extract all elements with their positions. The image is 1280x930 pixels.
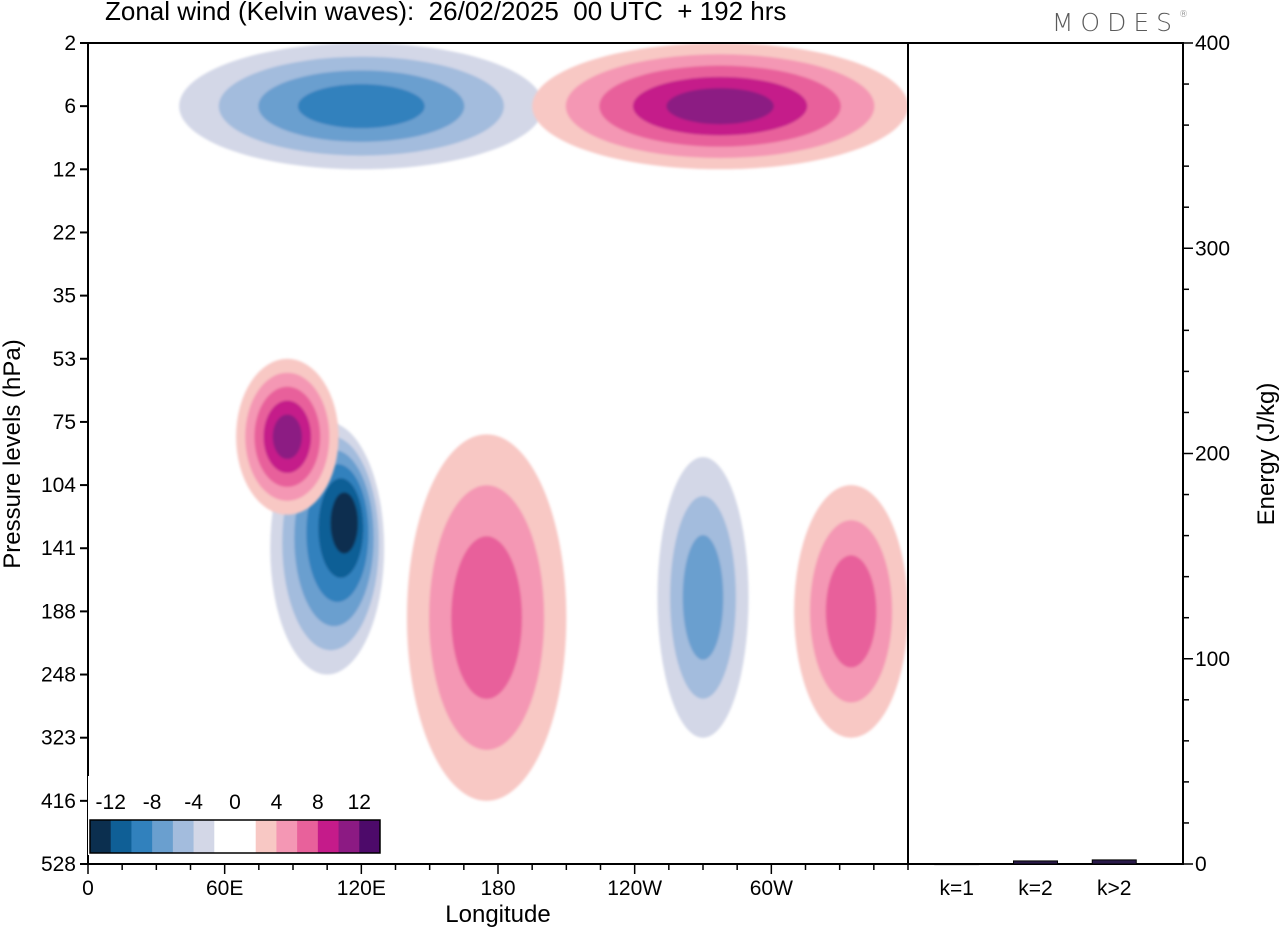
energy-tick-label: 200 [1195,443,1230,466]
colorbar-label: 8 [312,791,324,814]
colorbar-swatch [152,820,174,853]
colorbar-label: -4 [184,791,203,814]
energy-bar [1013,860,1058,865]
colorbar-swatch [359,820,381,853]
pressure-tick-label: 141 [41,537,76,560]
longitude-tick-label: 60W [750,877,793,900]
pressure-tick-label: 2 [64,32,76,55]
wind-anomaly-negative-3 [657,457,749,738]
contour-level-4 [297,84,425,129]
wind-anomaly-positive-1 [236,358,339,515]
pressure-tick-label: 323 [41,727,76,750]
pressure-tick-label: 248 [41,664,76,687]
energy-bar [1091,859,1137,865]
longitude-axis: 0 60E 120E 180 120W 60W [82,864,909,900]
colorbar-swatch [235,820,257,853]
pressure-tick-label: 22 [53,221,76,244]
pressure-tick-label: 528 [41,853,76,876]
y-axis-label: Pressure levels (hPa) [0,339,26,568]
pressure-axis: 2 6 12 22 35 53 75 104 141 188 248 323 416 528 [41,32,88,876]
energy-tick-label: 100 [1195,648,1230,671]
contour-level-3 [682,535,724,660]
colorbar-swatch [193,820,215,853]
pressure-tick-label: 104 [41,474,76,497]
longitude-tick-label: 0 [82,877,94,900]
x-axis-label: Longitude [445,901,550,928]
colorbar-label: 0 [229,791,241,814]
colorbar-label: -8 [143,791,162,814]
energy-category-label: k=1 [940,877,974,900]
chart-title: Zonal wind (Kelvin waves): 26/02/2025 00… [105,0,787,26]
wind-anomaly-positive-6 [532,43,908,170]
pressure-tick-label: 12 [53,158,76,181]
longitude-tick-label: 180 [480,877,515,900]
energy-tick-label: 0 [1195,853,1207,876]
contour-level-5 [666,88,774,125]
colorbar-frame [89,819,381,854]
energy-category-label: k>2 [1097,877,1131,900]
colorbar-label: 4 [271,791,283,814]
pressure-tick-label: 188 [41,600,76,623]
energy-category-label: k=2 [1018,877,1052,900]
contour-level-3 [825,555,877,668]
colorbar-swatch [317,820,340,853]
heatmap-area [179,43,908,801]
colorbar-label: 12 [348,791,371,814]
contour-level-5 [272,414,302,460]
energy-bar-chart: k=1 k=2 k>2 [907,42,1184,900]
pressure-tick-label: 6 [64,95,76,118]
colorbar-swatch [172,820,195,853]
colorbar-swatch [255,820,277,853]
colorbar-swatch [276,820,298,853]
energy-tick-label: 400 [1195,32,1230,55]
longitude-tick-label: 120W [607,877,662,900]
colorbar-swatch [131,820,153,853]
pressure-tick-label: 35 [53,285,76,308]
colorbar-swatch [338,820,360,853]
colorbar-swatch [110,820,132,853]
colorbar-swatch [297,820,319,853]
pressure-tick-label: 53 [53,348,76,371]
longitude-tick-label: 60E [206,877,243,900]
energy-bar [934,863,980,866]
colorbar: -12 -8 -4 0 4 8 12 [88,776,382,855]
registered-mark: ® [1179,10,1188,20]
colorbar-swatch [214,820,236,853]
contour-level-3 [451,536,523,700]
colorbar-swatch [90,820,112,853]
colorbar-label: -12 [96,791,126,814]
pressure-tick-label: 75 [53,411,76,434]
longitude-tick-label: 120E [337,877,386,900]
energy-tick-label: 300 [1195,237,1230,260]
wind-anomaly-positive-2 [406,434,567,801]
energy-axis-label: Energy (J/kg) [1253,383,1280,526]
logo-text: MODES [1051,8,1179,37]
wind-anomaly-negative-5 [179,43,544,170]
energy-axis: 0 100 200 300 400 [1183,32,1230,876]
energy-chart-frame [907,42,1184,865]
pressure-tick-label: 416 [41,790,76,813]
contour-level-6 [330,492,359,554]
modes-logo: MODES® [1052,8,1188,37]
wind-anomaly-positive-4 [794,485,908,738]
